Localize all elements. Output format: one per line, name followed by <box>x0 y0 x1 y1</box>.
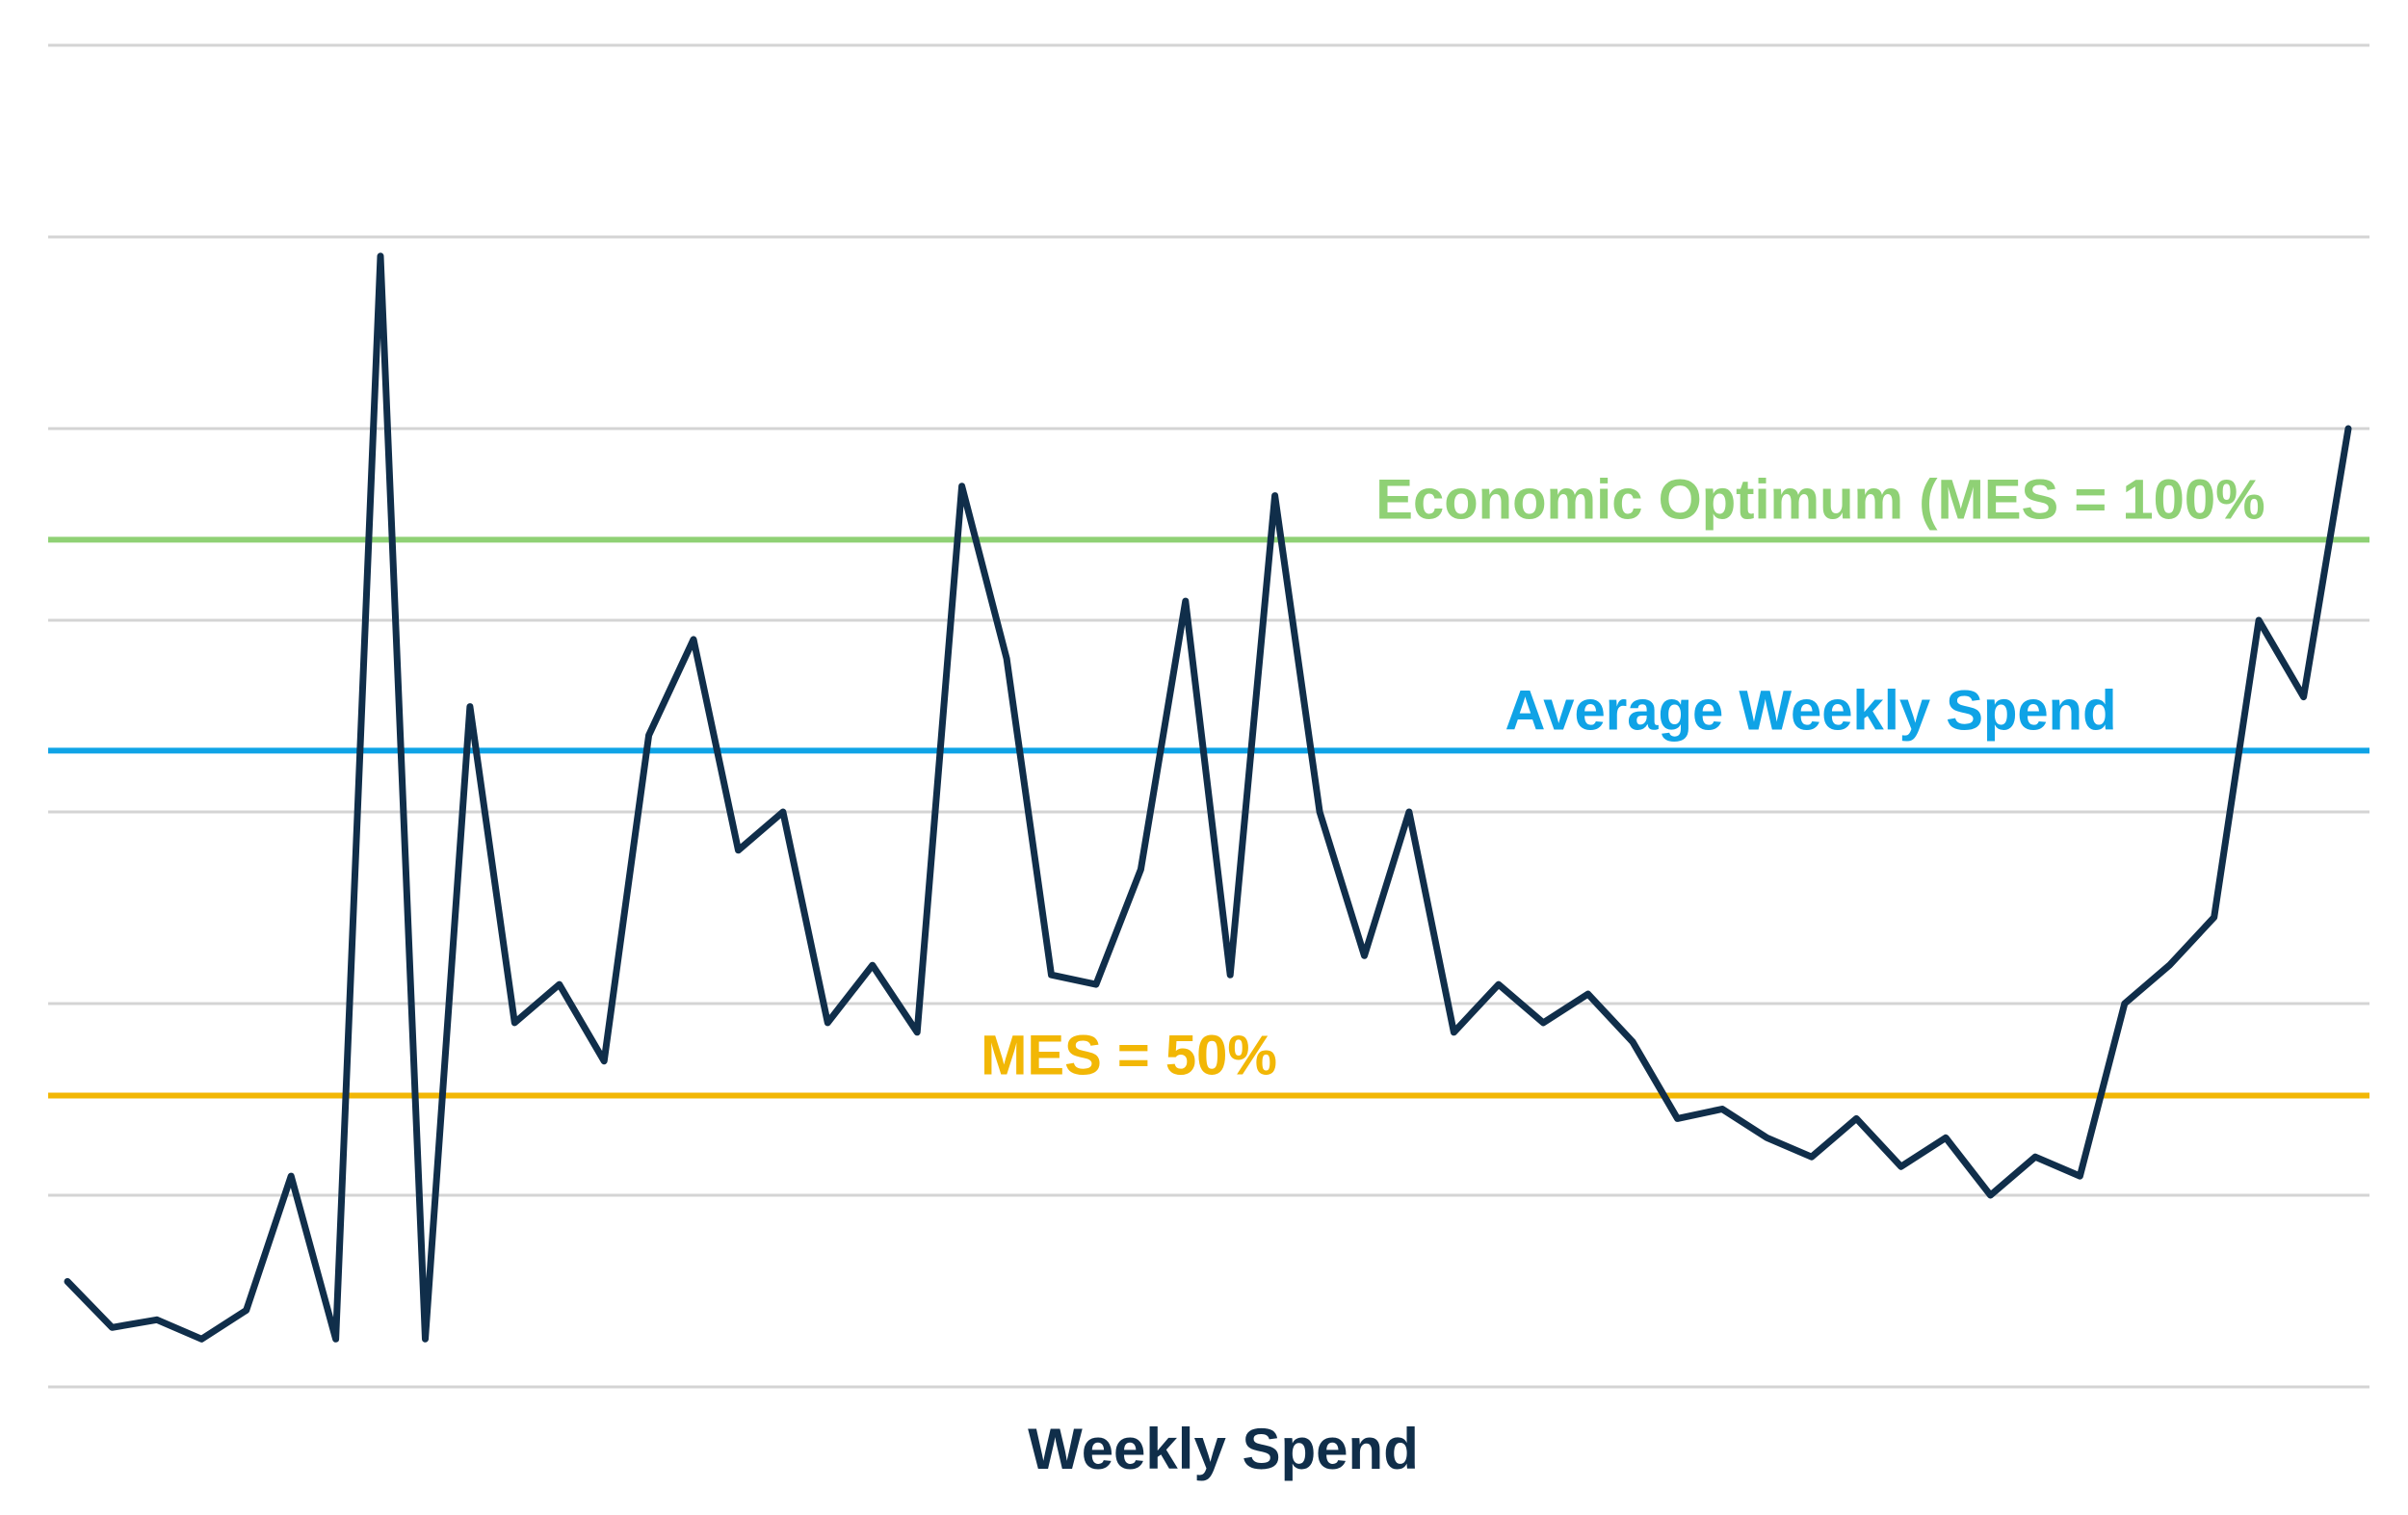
data-point <box>2080 1176 2081 1177</box>
data-point <box>1274 495 1275 496</box>
data-point <box>782 812 783 813</box>
reference-labels: Economic Optimum (MES = 100% Average Week… <box>981 468 2265 1086</box>
series-line <box>64 252 2352 1343</box>
data-point <box>1633 1041 1634 1042</box>
data-point <box>604 1060 605 1061</box>
data-point <box>1543 1022 1544 1023</box>
data-point <box>291 1176 292 1177</box>
x-axis-title: Weekly Spend <box>1028 1417 1419 1481</box>
data-point <box>1007 658 1008 659</box>
series-layer <box>64 252 2352 1343</box>
reference-line-label: MES = 50% <box>981 1025 1277 1087</box>
data-point <box>2169 965 2170 966</box>
data-point <box>961 485 962 486</box>
data-point <box>1095 984 1096 985</box>
data-point <box>1140 869 1141 870</box>
reference-lines <box>48 536 2369 1099</box>
data-point <box>380 255 381 256</box>
data-point <box>425 1339 426 1340</box>
data-point <box>1856 1118 1857 1119</box>
data-point <box>1946 1137 1947 1138</box>
data-point <box>1364 955 1365 956</box>
data-point <box>1677 1118 1678 1119</box>
data-point <box>2035 1157 2036 1158</box>
data-point <box>2259 620 2260 621</box>
data-point <box>514 1022 515 1023</box>
data-point <box>559 984 560 985</box>
data-point <box>1900 1166 1901 1167</box>
reference-line-label: Average Weekly Spend <box>1505 679 2116 742</box>
data-point <box>67 1281 68 1282</box>
data-point <box>648 735 649 736</box>
data-point <box>1185 601 1186 602</box>
data-point <box>246 1310 247 1311</box>
data-point <box>738 849 739 850</box>
data-point <box>2213 917 2214 918</box>
data-point <box>2348 429 2349 430</box>
reference-line-label: Economic Optimum (MES = 100% <box>1375 468 2264 531</box>
data-point <box>201 1339 202 1340</box>
data-point <box>1587 994 1588 995</box>
data-point <box>1990 1195 1991 1196</box>
data-point <box>1498 984 1499 985</box>
data-point <box>112 1327 113 1328</box>
data-point <box>1811 1157 1812 1158</box>
data-point <box>335 1339 336 1340</box>
data-point <box>1051 975 1052 976</box>
data-point <box>2124 1004 2125 1005</box>
data-point <box>156 1319 157 1320</box>
data-point <box>1722 1109 1723 1110</box>
data-point <box>872 965 873 966</box>
data-point <box>1230 975 1231 976</box>
data-point <box>827 1022 828 1023</box>
data-point <box>1408 812 1409 813</box>
data-point <box>469 706 470 707</box>
data-point <box>2303 696 2304 697</box>
data-point <box>1320 812 1321 813</box>
